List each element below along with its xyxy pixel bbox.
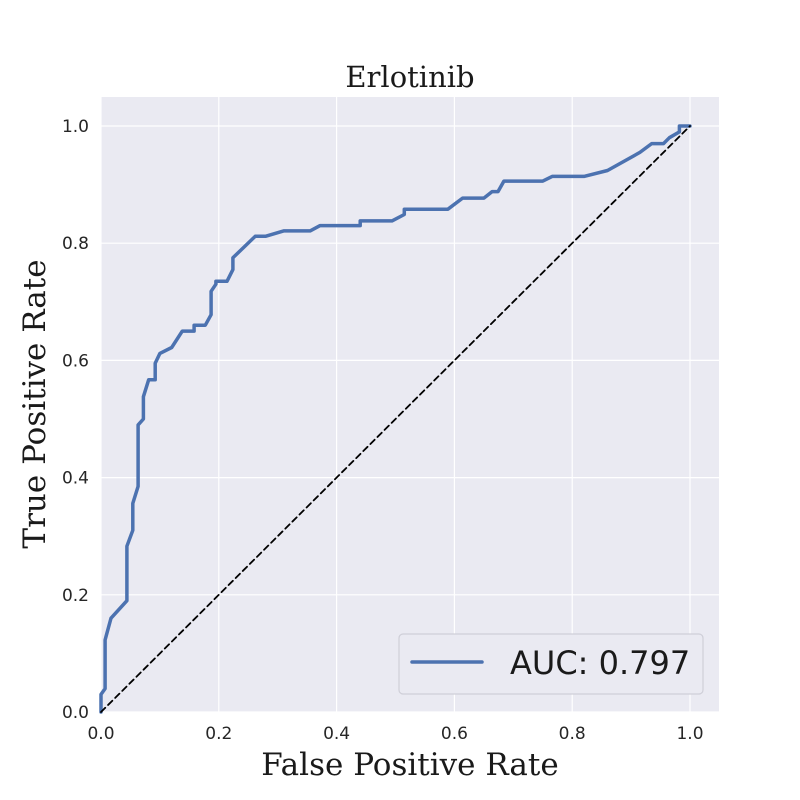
y-tick-label: 0.4 — [62, 469, 89, 489]
legend: AUC: 0.797 — [398, 633, 704, 695]
y-axis-ticks: 0.0 0.2 0.4 0.6 0.8 1.0 — [62, 117, 89, 723]
x-axis-label: False Positive Rate — [261, 747, 558, 783]
x-axis-ticks: 0.0 0.2 0.4 0.6 0.8 1.0 — [87, 724, 703, 744]
x-tick-label: 0.8 — [559, 724, 586, 744]
y-tick-label: 0.0 — [62, 703, 89, 723]
legend-box — [398, 633, 704, 695]
grid — [100, 97, 719, 713]
chart-title: Erlotinib — [345, 60, 474, 94]
x-tick-label: 0.6 — [441, 724, 468, 744]
y-tick-label: 1.0 — [62, 117, 89, 137]
y-axis-label: True Positive Rate — [17, 259, 53, 548]
x-tick-label: 0.2 — [205, 724, 232, 744]
y-tick-label: 0.2 — [62, 586, 89, 606]
legend-label: AUC: 0.797 — [510, 644, 690, 682]
x-tick-label: 0.0 — [87, 724, 114, 744]
chance-diagonal-line — [100, 125, 691, 713]
y-tick-label: 0.6 — [62, 351, 89, 371]
x-tick-label: 1.0 — [676, 724, 703, 744]
y-tick-label: 0.8 — [62, 234, 89, 254]
series-layer — [99, 124, 692, 714]
x-tick-label: 0.4 — [323, 724, 350, 744]
roc-curve-line — [99, 124, 692, 714]
